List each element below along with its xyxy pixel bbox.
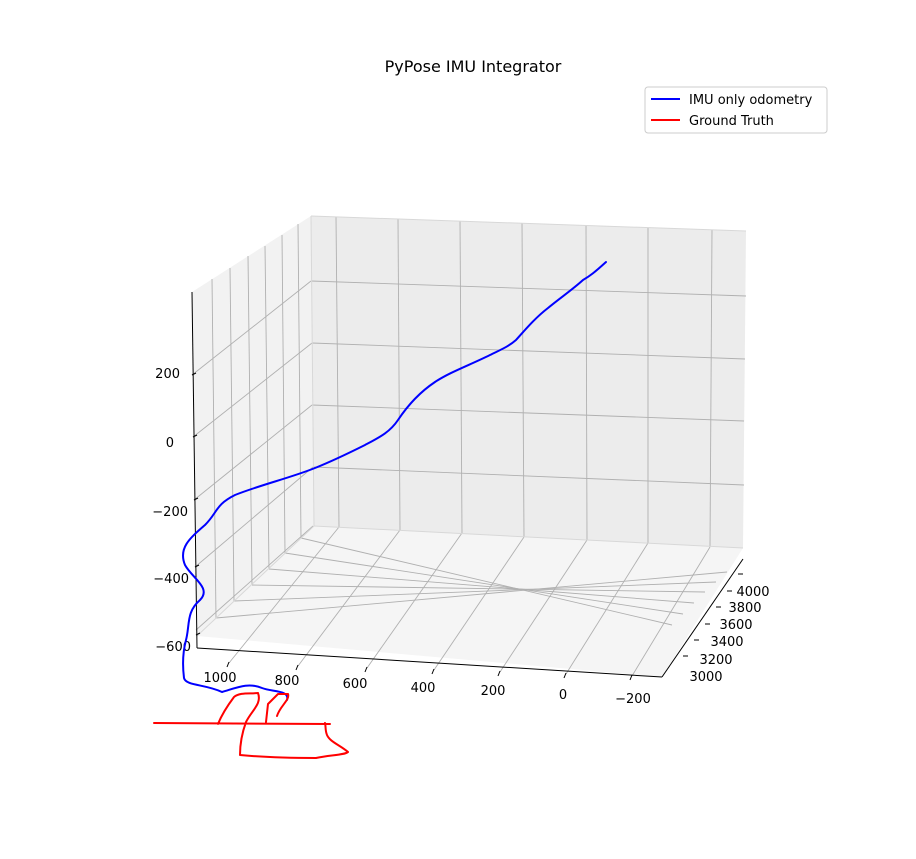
floor-grid <box>215 526 728 677</box>
x-tick-label: 0 <box>559 688 567 703</box>
y-axis-line <box>661 558 744 678</box>
x-tick-label: 600 <box>343 677 368 692</box>
z-tick-label: −600 <box>155 640 191 655</box>
x-tick-label: −200 <box>615 692 651 707</box>
y-tick-label: 4000 <box>736 585 769 600</box>
left-grid <box>191 223 314 631</box>
y-ticks <box>683 573 743 657</box>
y-tick-label: 3000 <box>689 670 722 685</box>
left-pane <box>192 216 314 636</box>
y-tick-label: 3400 <box>710 635 743 650</box>
x-tick-label: 200 <box>481 684 506 699</box>
axis-lines <box>191 291 744 678</box>
z-ticks <box>191 372 201 636</box>
pane-edges <box>196 215 747 637</box>
back-pane <box>311 216 746 548</box>
legend-label-ground-truth: Ground Truth <box>689 114 774 129</box>
chart-title: PyPose IMU Integrator <box>385 57 562 76</box>
back-grid <box>310 216 747 548</box>
legend-box <box>644 86 828 134</box>
z-tick-label: −200 <box>152 505 188 520</box>
x-axis-line <box>196 647 663 678</box>
z-tick-label: 200 <box>155 367 180 382</box>
series-line-ground-truth <box>153 692 349 759</box>
axes-3d: 1000 800 600 400 200 0 −200 3000 3200 34… <box>152 215 770 707</box>
x-tick-label: 400 <box>411 681 436 696</box>
x-tick-label: 800 <box>275 674 300 689</box>
z-axis-line <box>191 291 198 649</box>
x-ticks <box>226 661 633 681</box>
z-tick-label: 0 <box>166 436 174 451</box>
series-line-imu-only-odometry <box>182 261 607 701</box>
legend: IMU only odometry Ground Truth <box>644 86 828 134</box>
x-tick-label: 1000 <box>203 671 236 686</box>
y-tick-label: 3800 <box>728 601 761 616</box>
floor-pane <box>197 526 743 677</box>
z-tick-label: −400 <box>153 572 189 587</box>
y-tick-label: 3200 <box>699 653 732 668</box>
legend-label-imu: IMU only odometry <box>689 93 813 108</box>
y-tick-label: 3600 <box>719 618 752 633</box>
